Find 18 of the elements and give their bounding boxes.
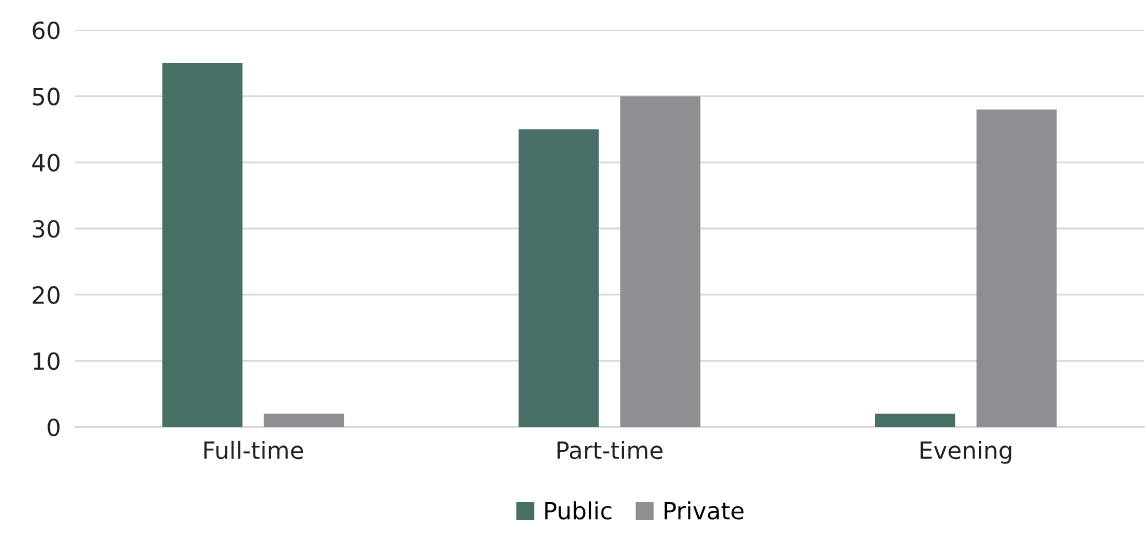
legend-label: Public [545,501,612,520]
bar [976,109,1057,427]
y-tick-label: 60 [32,21,60,40]
y-tick-label: 20 [32,286,60,304]
y-tick-label: 10 [33,352,60,371]
bar [162,63,243,427]
bar [874,413,956,427]
bar [263,413,345,427]
bar [620,96,701,427]
x-tick-label: Part-time [557,440,663,460]
y-tick-label: 50 [32,87,60,106]
x-tick-label: Full-time [204,440,304,460]
x-tick-label: Evening [920,440,1012,464]
y-tick-label: 40 [32,153,60,172]
y-tick-label: 0 [47,418,60,437]
y-tick-label: 30 [32,219,60,238]
legend-label: Private [664,501,744,520]
bar [518,129,599,427]
